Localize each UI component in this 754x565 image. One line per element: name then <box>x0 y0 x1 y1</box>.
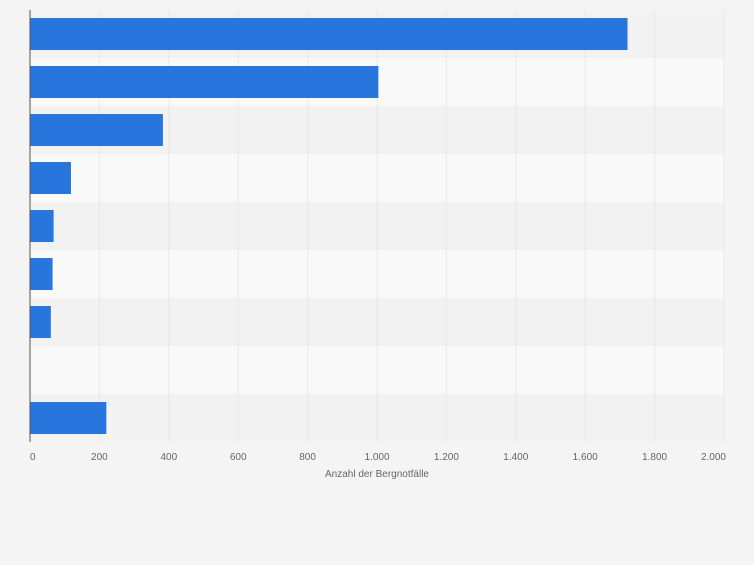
x-tick-label: 600 <box>230 452 247 463</box>
x-tick-label: 1.200 <box>434 452 459 463</box>
x-tick-label: 2.000 <box>701 452 726 463</box>
x-tick-label: 1.000 <box>364 452 389 463</box>
x-tick-label: 1.800 <box>642 452 667 463</box>
x-tick-label: 0 <box>30 452 36 463</box>
x-tick-label: 800 <box>299 452 316 463</box>
bar <box>30 258 53 290</box>
bar <box>30 18 628 50</box>
bar <box>30 162 71 194</box>
x-tick-label: 200 <box>91 452 108 463</box>
bar <box>30 402 107 434</box>
bar <box>30 114 163 146</box>
x-tick-labels: 0 200 400 600 800 1.000 1.200 1.400 1.600 1.800 2.… <box>30 452 726 463</box>
x-axis-label: Anzahl der Bergnotfälle <box>325 469 429 480</box>
bar <box>30 210 54 242</box>
bar <box>30 66 379 98</box>
x-tick-label: 1.600 <box>573 452 598 463</box>
x-tick-label: 400 <box>160 452 177 463</box>
bars <box>30 18 628 434</box>
bar <box>30 306 51 338</box>
x-tick-label: 1.400 <box>503 452 528 463</box>
